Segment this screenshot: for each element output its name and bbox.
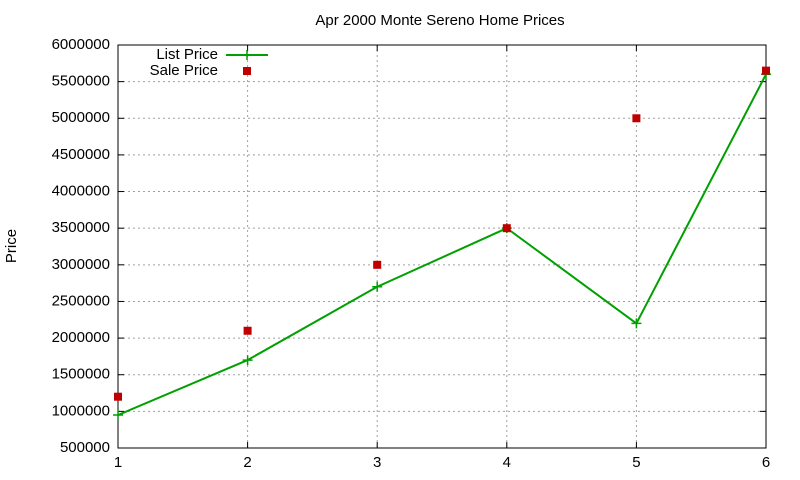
x-tick-label: 5 xyxy=(632,454,640,471)
legend-marker xyxy=(242,50,252,60)
y-tick-label: 5500000 xyxy=(52,73,110,90)
legend-marker xyxy=(243,67,251,75)
data-point xyxy=(631,318,642,329)
x-tick-label: 1 xyxy=(114,454,122,471)
chart-title: Apr 2000 Monte Sereno Home Prices xyxy=(315,12,564,29)
plot-border xyxy=(117,44,767,449)
data-point xyxy=(243,326,252,335)
y-tick-label: 3000000 xyxy=(52,256,110,273)
data-point xyxy=(373,260,382,269)
x-tick-label: 6 xyxy=(762,454,770,471)
y-tick-label: 2000000 xyxy=(52,329,110,346)
y-tick-label: 2500000 xyxy=(52,292,110,309)
data-point xyxy=(762,66,770,75)
y-tick-label: 6000000 xyxy=(52,36,110,53)
data-point xyxy=(632,114,641,123)
y-tick-label: 500000 xyxy=(60,439,110,456)
x-tick-label: 2 xyxy=(243,454,251,471)
y-tick-label: 4500000 xyxy=(52,146,110,163)
data-point xyxy=(113,410,123,421)
y-tick-label: 3500000 xyxy=(52,219,110,236)
data-point xyxy=(502,224,511,233)
x-tick-label: 3 xyxy=(373,454,381,471)
y-axis-label: Price xyxy=(3,229,20,263)
legend-label: Sale Price xyxy=(150,62,218,79)
data-point xyxy=(372,281,383,292)
series-line xyxy=(117,73,767,416)
y-tick-label: 1500000 xyxy=(52,366,110,383)
x-tick-label: 4 xyxy=(503,454,511,471)
legend-label: List Price xyxy=(156,46,218,63)
data-point xyxy=(242,355,253,366)
y-tick-label: 4000000 xyxy=(52,183,110,200)
y-tick-label: 1000000 xyxy=(52,402,110,419)
data-point xyxy=(114,392,122,401)
y-tick-label: 5000000 xyxy=(52,109,110,126)
